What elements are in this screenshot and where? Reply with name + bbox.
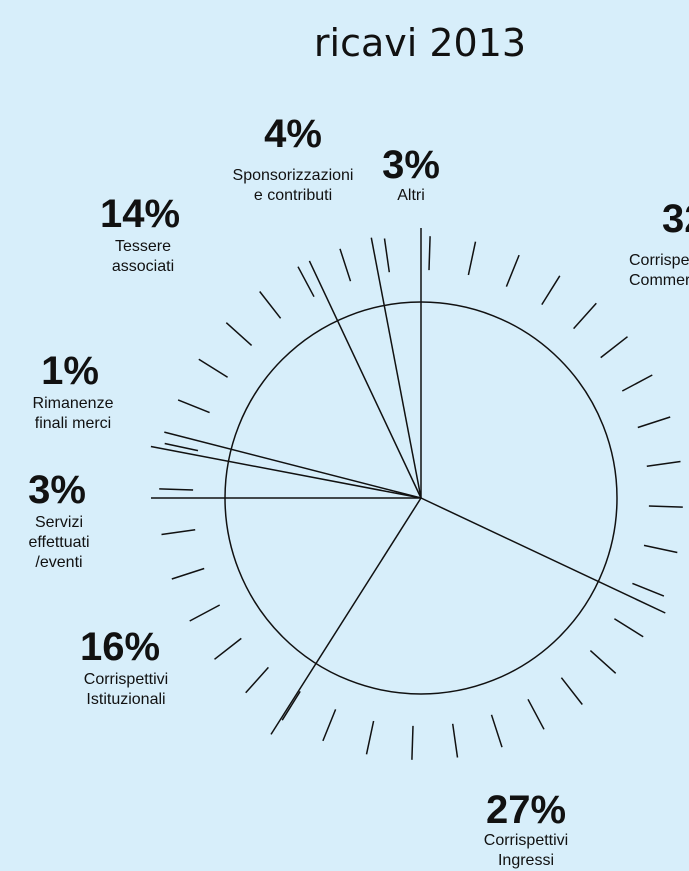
cat-ingressi-line2: Ingressi xyxy=(498,852,554,869)
slice-boundary-sponsorizzazioni-e-contributi xyxy=(370,237,422,499)
cat-commerciali-line2: Commerciali xyxy=(629,272,689,289)
cat-tessere-line2: associati xyxy=(112,258,174,275)
cat-rimanenze-line1: Rimanenze xyxy=(33,395,114,412)
cat-istituzionali-line1: Corrispettivi xyxy=(84,671,168,688)
pct-altri: 3% xyxy=(382,143,440,187)
pct-servizi: 3% xyxy=(28,468,86,512)
decorative-tick xyxy=(637,416,671,429)
label-altri: 3% Altri xyxy=(382,143,440,204)
cat-sponsorizzazioni-line2: e contributi xyxy=(254,187,332,204)
decorative-tick xyxy=(177,399,210,414)
decorative-tick xyxy=(467,241,477,276)
pct-rimanenze: 1% xyxy=(41,349,99,393)
label-commerciali: 32% Corrispettivi Commerciali xyxy=(629,197,689,289)
decorative-tick xyxy=(490,714,503,748)
decorative-tick xyxy=(643,544,678,554)
decorative-tick xyxy=(214,637,242,660)
decorative-tick xyxy=(383,238,391,273)
decorative-tick xyxy=(589,650,617,674)
pct-istituzionali: 16% xyxy=(80,625,160,669)
label-rimanenze: 1% Rimanenze finali merci xyxy=(33,349,114,432)
decorative-tick xyxy=(648,505,683,508)
decorative-tick xyxy=(505,254,520,287)
decorative-tick xyxy=(646,460,681,468)
slice-boundary-corrispettivi-commerciali xyxy=(420,497,666,614)
cat-ingressi-line1: Corrispettivi xyxy=(484,832,568,849)
label-ingressi: 27% Corrispettivi Ingressi xyxy=(484,788,568,869)
decorative-tick xyxy=(281,691,301,721)
pct-ingressi: 27% xyxy=(486,788,566,832)
decorative-tick xyxy=(161,528,196,536)
decorative-tick xyxy=(198,358,228,378)
cat-commerciali-line1: Corrispettivi xyxy=(629,252,689,269)
pct-tessere: 14% xyxy=(100,192,180,236)
decorative-tick xyxy=(527,698,545,730)
label-istituzionali: 16% Corrispettivi Istituzionali xyxy=(80,625,168,708)
decorative-tick xyxy=(573,302,597,330)
cat-servizi-line2: effettuati xyxy=(28,534,89,551)
pct-sponsorizzazioni: 4% xyxy=(264,112,322,156)
decorative-tick xyxy=(189,604,221,622)
decorative-tick xyxy=(428,236,431,271)
decorative-tick xyxy=(411,725,414,760)
decorative-tick xyxy=(600,336,628,359)
decorative-tick xyxy=(560,677,583,705)
decorative-tick xyxy=(365,720,375,755)
pct-commerciali: 32% xyxy=(662,197,689,241)
decorative-tick xyxy=(259,291,282,319)
label-sponsorizzazioni: 4% Sponsorizzazioni e contributi xyxy=(233,112,354,204)
cat-servizi-line3: /eventi xyxy=(35,554,82,571)
slice-boundary-corrispettivi-ingressi xyxy=(270,497,422,735)
decorative-tick xyxy=(339,248,352,282)
decorative-tick xyxy=(621,374,653,392)
cat-tessere-line1: Tessere xyxy=(115,238,171,255)
decorative-tick xyxy=(451,723,459,758)
slice-boundary-servizi-effettuati-eventi xyxy=(150,445,422,499)
decorative-tick xyxy=(614,618,644,638)
cat-rimanenze-line2: finali merci xyxy=(35,415,111,432)
decorative-tick xyxy=(541,275,561,305)
decorative-tick xyxy=(159,488,194,491)
cat-istituzionali-line2: Istituzionali xyxy=(86,691,165,708)
decorative-tick xyxy=(632,582,665,597)
label-servizi: 3% Servizi effettuati /eventi xyxy=(28,468,89,571)
decorative-tick xyxy=(164,442,199,452)
slice-boundary-tessere-associati xyxy=(308,260,422,499)
slice-boundary-rimanenze-finali-merci xyxy=(164,431,422,499)
decorative-tick xyxy=(171,567,205,580)
label-tessere: 14% Tessere associati xyxy=(100,192,180,275)
decorative-tick xyxy=(245,666,269,694)
cat-altri: Altri xyxy=(397,187,425,204)
chart-title: ricavi 2013 xyxy=(314,21,526,65)
decorative-tick xyxy=(297,266,315,298)
decorative-tick xyxy=(225,322,253,346)
cat-sponsorizzazioni-line1: Sponsorizzazioni xyxy=(233,167,354,184)
decorative-tick xyxy=(322,709,337,742)
slice-dividers xyxy=(150,228,666,735)
cat-servizi-line1: Servizi xyxy=(35,514,83,531)
decorative-ticks xyxy=(159,236,683,760)
